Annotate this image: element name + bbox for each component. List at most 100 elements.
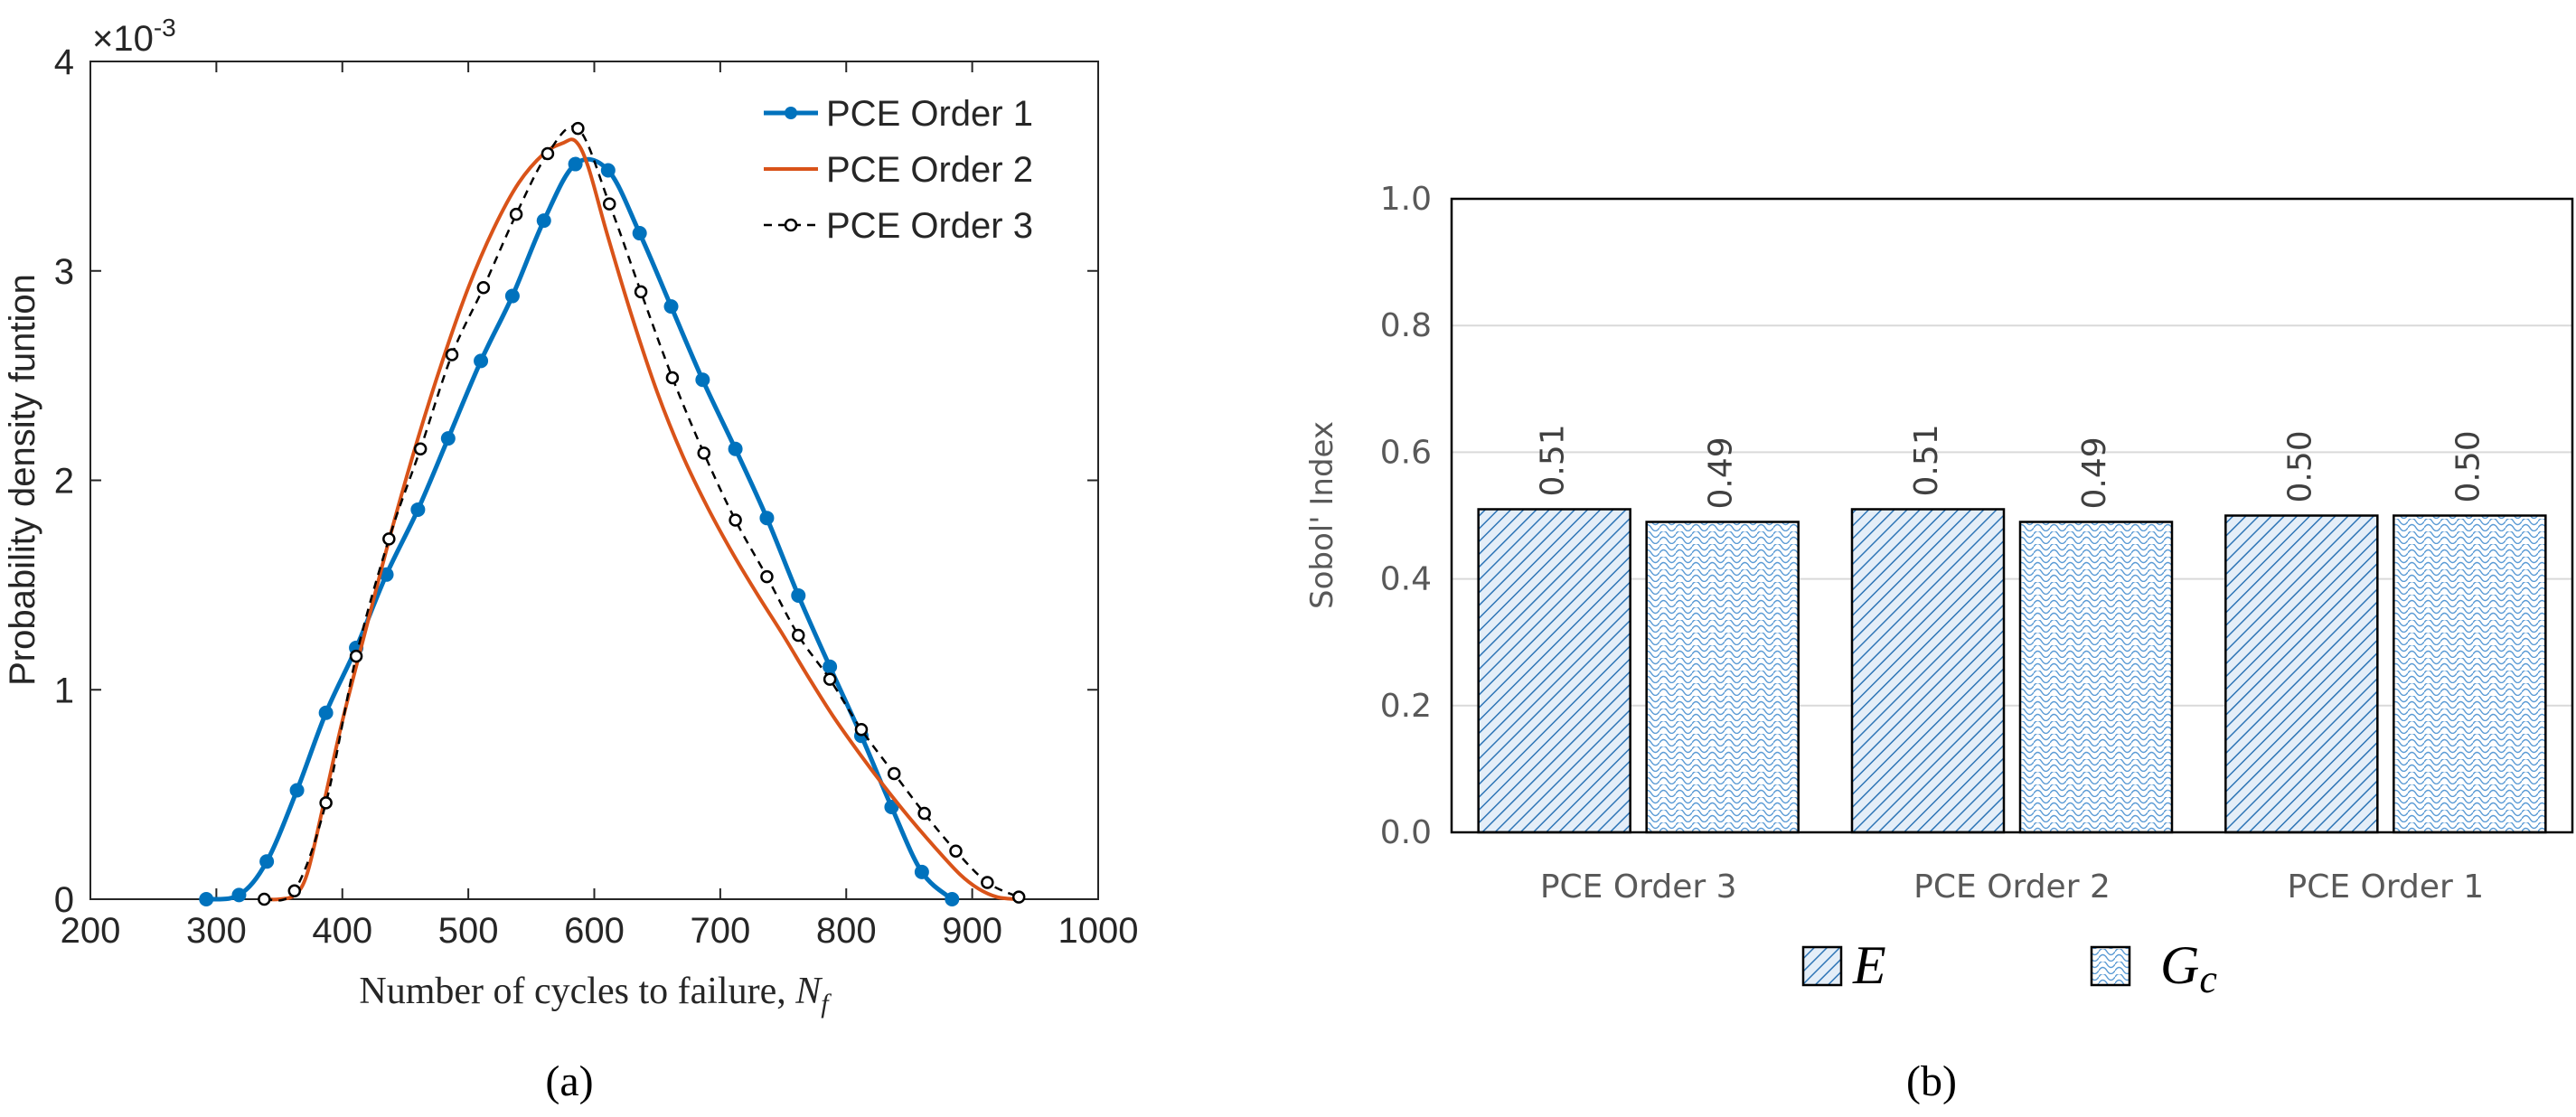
x-tick-label: 400 [312,911,372,951]
y-tick-label-b: 0.8 [1380,307,1432,344]
legend-entry-gc: Gc [2090,935,2217,1001]
x-tick-label: 700 [691,911,751,951]
plot-frame-b [1450,197,2574,834]
data-point [410,502,426,517]
x-tick-label: 1000 [1058,911,1139,951]
data-point [695,372,710,388]
data-point [571,121,585,136]
data-label: 0.51 [1908,424,1945,496]
y-tick-label-b: 0.2 [1380,688,1432,725]
data-point [413,442,428,455]
plot-frame-a [89,61,1099,900]
x-axis-label-subscript: f [821,989,832,1018]
bar-e-pce-order-3 [1477,508,1631,834]
legend-label-e: E [1852,935,1886,995]
data-point [349,649,363,663]
y-tick-label: 1 [54,671,74,710]
x-tick-label: 300 [186,911,247,951]
legend-label-c-subscript: c [2199,957,2217,1001]
bar-e-pce-order-1 [2224,514,2379,834]
data-point [541,146,555,161]
legend-entry-pce-order-3: PCE Order 3 [764,206,1033,246]
legend-entry-pce-order-2: PCE Order 2 [764,150,1033,190]
data-label: 0.51 [1535,424,1572,496]
y-multiplier: ×10-3 [92,14,176,59]
data-point [884,800,899,815]
y-tick-label: 3 [54,252,74,292]
data-point [945,892,960,906]
y-tick-label: 4 [54,42,74,82]
legend-label-pce-order-3: PCE Order 3 [826,206,1033,246]
y-axis-label-a: Probability density funtion [3,274,42,686]
data-point [199,892,214,906]
legend-swatch-e [1801,945,1843,987]
x-tick-label-b: PCE Order 3 [1540,868,1737,906]
y-axis-label-b: Sobol' Index [1304,421,1340,609]
y-multiplier-exponent: -3 [154,14,176,42]
data-point [476,281,491,295]
panel-label-b: (b) [1906,1057,1957,1105]
legend-label-pce-order-2: PCE Order 2 [826,150,1033,190]
legend-label-pce-order-1: PCE Order 1 [826,94,1033,134]
y-tick-label: 2 [54,462,74,502]
data-point [568,156,583,172]
y-tick-label: 0 [54,880,74,920]
legend-entry-e: E [1801,935,1886,995]
data-point [728,441,743,456]
data-point [258,892,271,906]
x-axis-label-a: Number of cycles to failure, Nf [359,971,832,1018]
data-point [729,513,742,527]
y-tick-label-b: 0.4 [1380,561,1432,598]
data-point [1011,890,1026,904]
data-point [445,348,459,361]
data-point [259,854,275,869]
data-point [632,226,647,241]
y-multiplier-base: ×10 [92,19,154,59]
data-label: 0.50 [2449,430,2487,502]
data-point [759,511,775,526]
x-tick-label: 500 [438,911,499,951]
data-point [231,887,247,903]
data-label: 0.49 [1703,436,1740,509]
legend-label-g: G [2160,935,2199,995]
data-label: 0.50 [2281,430,2318,502]
y-tick-label-b: 0.0 [1380,814,1432,851]
data-point [914,864,929,879]
data-point [917,806,931,821]
x-tick-label: 200 [61,911,121,951]
data-point [792,628,805,643]
series-pce-order-3 [258,121,1026,906]
panel-label-a: (a) [545,1057,593,1105]
data-label: 0.49 [2076,436,2113,509]
data-point [382,532,396,546]
data-point [602,197,616,211]
y-tick-label-b: 0.6 [1380,434,1432,471]
data-point [504,288,520,304]
data-point [981,876,994,889]
legend-entry-pce-order-1: PCE Order 1 [764,94,1033,134]
legend-label-gc: Gc [2160,935,2217,1001]
y-tick-label-b: 1.0 [1380,181,1432,218]
x-tick-label: 900 [942,911,1002,951]
panel-a-line-chart: 200 300 400 500 600 700 800 900 1000 0 1 2 3 4 ×10-3… [3,14,1138,1105]
x-tick-label-b: PCE Order 1 [2287,868,2484,906]
data-point [600,163,616,178]
x-tick-label: 600 [564,911,625,951]
data-point [634,285,648,299]
data-point [440,431,456,446]
data-point [791,587,806,603]
data-point [760,569,774,584]
data-point [474,353,489,369]
panel-b-bar-chart: 0.0 0.2 0.4 0.6 0.8 1.0 PCE Order 3 PCE Order … [1304,181,2574,1105]
x-axis-label-text: Number of cycles to failure, [359,971,795,1012]
data-point [379,567,394,582]
legend-swatch-gc [2090,945,2131,987]
data-point [887,766,901,781]
bar-gc-pce-order-2 [2018,521,2174,834]
bar-gc-pce-order-1 [2393,514,2547,834]
data-point [536,213,551,229]
data-point [509,207,523,221]
x-axis-label-symbol: N [794,971,823,1012]
data-point [665,371,680,385]
